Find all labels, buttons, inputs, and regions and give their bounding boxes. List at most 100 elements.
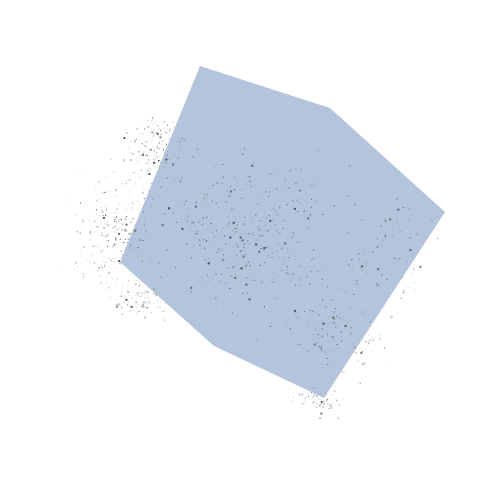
noise-speck: [140, 295, 142, 297]
noise-speck: [327, 325, 329, 327]
noise-speck: [334, 386, 336, 388]
noise-speck: [191, 309, 193, 310]
noise-speck: [210, 265, 212, 267]
noise-speck: [299, 190, 301, 192]
noise-speck: [402, 292, 404, 294]
noise-speck: [163, 149, 164, 151]
noise-speck: [246, 271, 248, 273]
noise-speck: [160, 129, 161, 131]
noise-speck: [212, 276, 214, 278]
noise-speck: [234, 277, 237, 279]
noise-speck: [124, 296, 126, 298]
noise-speck: [392, 228, 394, 230]
noise-speck: [194, 205, 197, 208]
noise-speck: [293, 239, 295, 241]
noise-speck: [312, 334, 314, 336]
noise-speck: [396, 221, 398, 223]
noise-speck: [358, 253, 360, 255]
noise-speck: [328, 403, 330, 405]
noise-speck: [205, 149, 207, 151]
noise-speck: [322, 399, 324, 401]
noise-speck: [147, 170, 150, 173]
noise-speck: [318, 220, 320, 221]
noise-speck: [83, 246, 85, 248]
noise-speck: [326, 358, 328, 359]
noise-speck: [106, 234, 109, 237]
noise-speck: [165, 131, 168, 134]
noise-speck: [141, 143, 143, 145]
noise-speck: [131, 297, 133, 299]
noise-speck: [108, 287, 110, 289]
noise-speck: [398, 257, 401, 260]
noise-speck: [284, 242, 287, 245]
noise-speck: [128, 246, 130, 248]
noise-speck: [384, 218, 387, 221]
noise-speck: [296, 199, 298, 201]
noise-speck: [136, 158, 137, 160]
noise-speck: [283, 261, 285, 262]
noise-speck: [296, 241, 298, 243]
noise-speck: [211, 216, 213, 218]
noise-speck: [167, 127, 169, 129]
noise-speck: [356, 283, 358, 285]
noise-speck: [299, 240, 301, 242]
noise-speck: [128, 310, 130, 312]
noise-speck: [102, 215, 104, 216]
noise-speck: [361, 311, 364, 314]
noise-speck: [128, 284, 130, 286]
noise-speck: [364, 329, 366, 331]
noise-speck: [147, 125, 150, 128]
noise-speck: [130, 305, 133, 308]
noise-speck: [314, 271, 316, 273]
noise-speck: [128, 190, 130, 192]
noise-speck: [234, 250, 236, 252]
noise-speck: [150, 128, 152, 130]
noise-speck: [365, 255, 367, 257]
noise-speck: [156, 147, 158, 149]
noise-speck: [122, 223, 124, 225]
noise-speck: [136, 292, 139, 295]
noise-speck: [101, 267, 103, 269]
noise-speck: [123, 200, 125, 202]
noise-speck: [144, 222, 146, 224]
noise-speck: [153, 288, 155, 290]
noise-speck: [333, 311, 335, 313]
noise-speck: [173, 244, 175, 246]
noise-speck: [262, 264, 264, 266]
noise-speck: [251, 217, 253, 219]
noise-speck: [159, 306, 161, 308]
noise-speck: [129, 196, 131, 198]
noise-speck: [107, 234, 109, 236]
noise-speck: [358, 248, 360, 250]
noise-speck: [253, 279, 255, 281]
noise-speck: [311, 318, 313, 320]
noise-speck: [117, 229, 119, 230]
noise-speck: [140, 291, 142, 293]
noise-speck: [278, 205, 281, 208]
noise-speck: [301, 393, 304, 396]
noise-speck: [204, 246, 206, 248]
noise-speck: [114, 244, 116, 246]
noise-speck: [357, 324, 358, 325]
noise-speck: [93, 262, 96, 265]
noise-speck: [127, 242, 128, 244]
noise-speck: [316, 186, 318, 187]
noise-speck: [169, 128, 171, 130]
noise-speck: [98, 266, 101, 269]
noise-speck: [361, 363, 364, 366]
noise-speck: [306, 320, 308, 322]
noise-speck: [299, 317, 301, 319]
noise-speck: [396, 198, 398, 200]
noise-speck: [103, 265, 105, 267]
noise-speck: [159, 136, 162, 139]
noise-speck: [248, 261, 250, 263]
noise-speck: [234, 275, 236, 277]
noise-speck: [317, 333, 319, 335]
noise-speck: [236, 255, 238, 257]
noise-speck: [190, 226, 192, 227]
noise-speck: [248, 298, 251, 301]
noise-speck: [241, 197, 243, 199]
noise-speck: [237, 260, 239, 262]
noise-speck: [338, 352, 340, 354]
noise-speck: [368, 342, 370, 344]
